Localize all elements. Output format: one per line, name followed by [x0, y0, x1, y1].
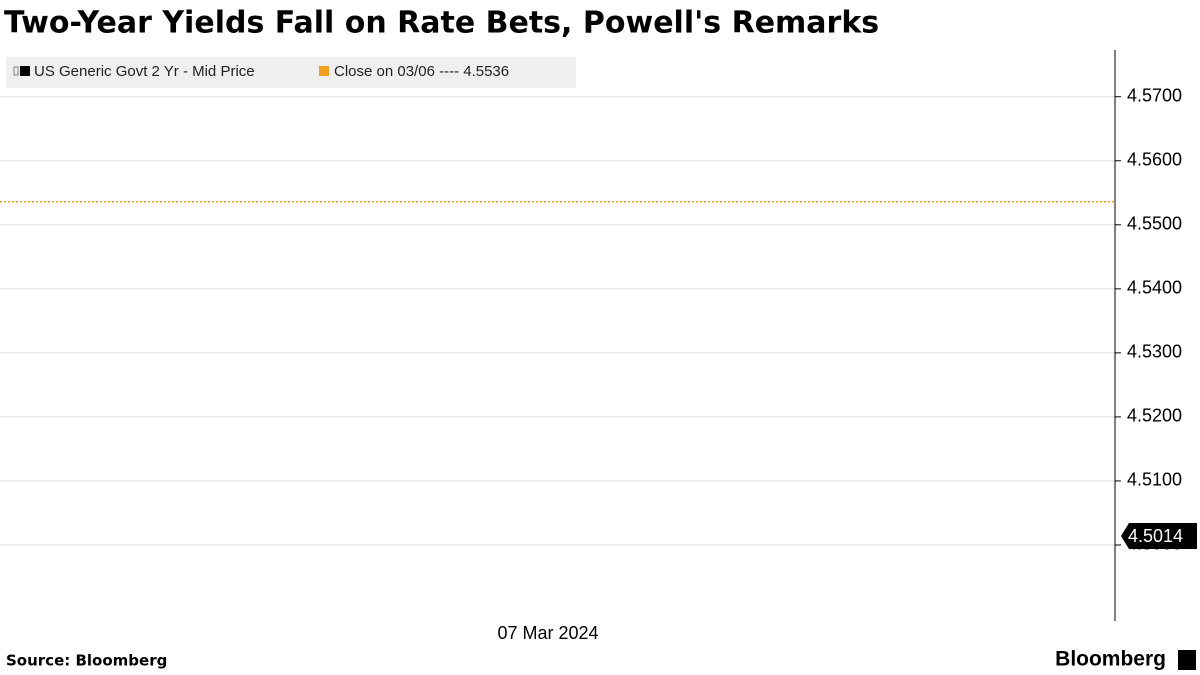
y-tick-label: 4.5100 — [1127, 470, 1182, 490]
y-tick-label: 4.5400 — [1127, 278, 1182, 298]
legend-label: Close on 03/06 ---- 4.5536 — [334, 63, 509, 80]
y-tick-label: 4.5500 — [1127, 214, 1182, 234]
legend-swatch — [20, 66, 30, 76]
legend-box — [6, 57, 576, 88]
legend-label: US Generic Govt 2 Yr - Mid Price — [34, 63, 255, 80]
source: Source: Bloomberg — [6, 652, 167, 670]
legend-icon — [13, 66, 19, 76]
y-tick-label: 4.5300 — [1127, 342, 1182, 362]
last-value-box — [1121, 523, 1197, 550]
legend-swatch — [319, 66, 329, 76]
y-tick-label: 4.5200 — [1127, 406, 1182, 426]
y-tick-label: 4.5700 — [1127, 85, 1182, 105]
last-value-label: 4.5014 — [1128, 526, 1183, 546]
brand-icon — [1178, 650, 1196, 670]
y-tick-label: 4.5600 — [1127, 150, 1182, 170]
brand: Bloomberg — [1055, 648, 1166, 671]
x-sublabel: 07 Mar 2024 — [497, 623, 598, 643]
chart-title: Two-Year Yields Fall on Rate Bets, Powel… — [4, 6, 879, 41]
